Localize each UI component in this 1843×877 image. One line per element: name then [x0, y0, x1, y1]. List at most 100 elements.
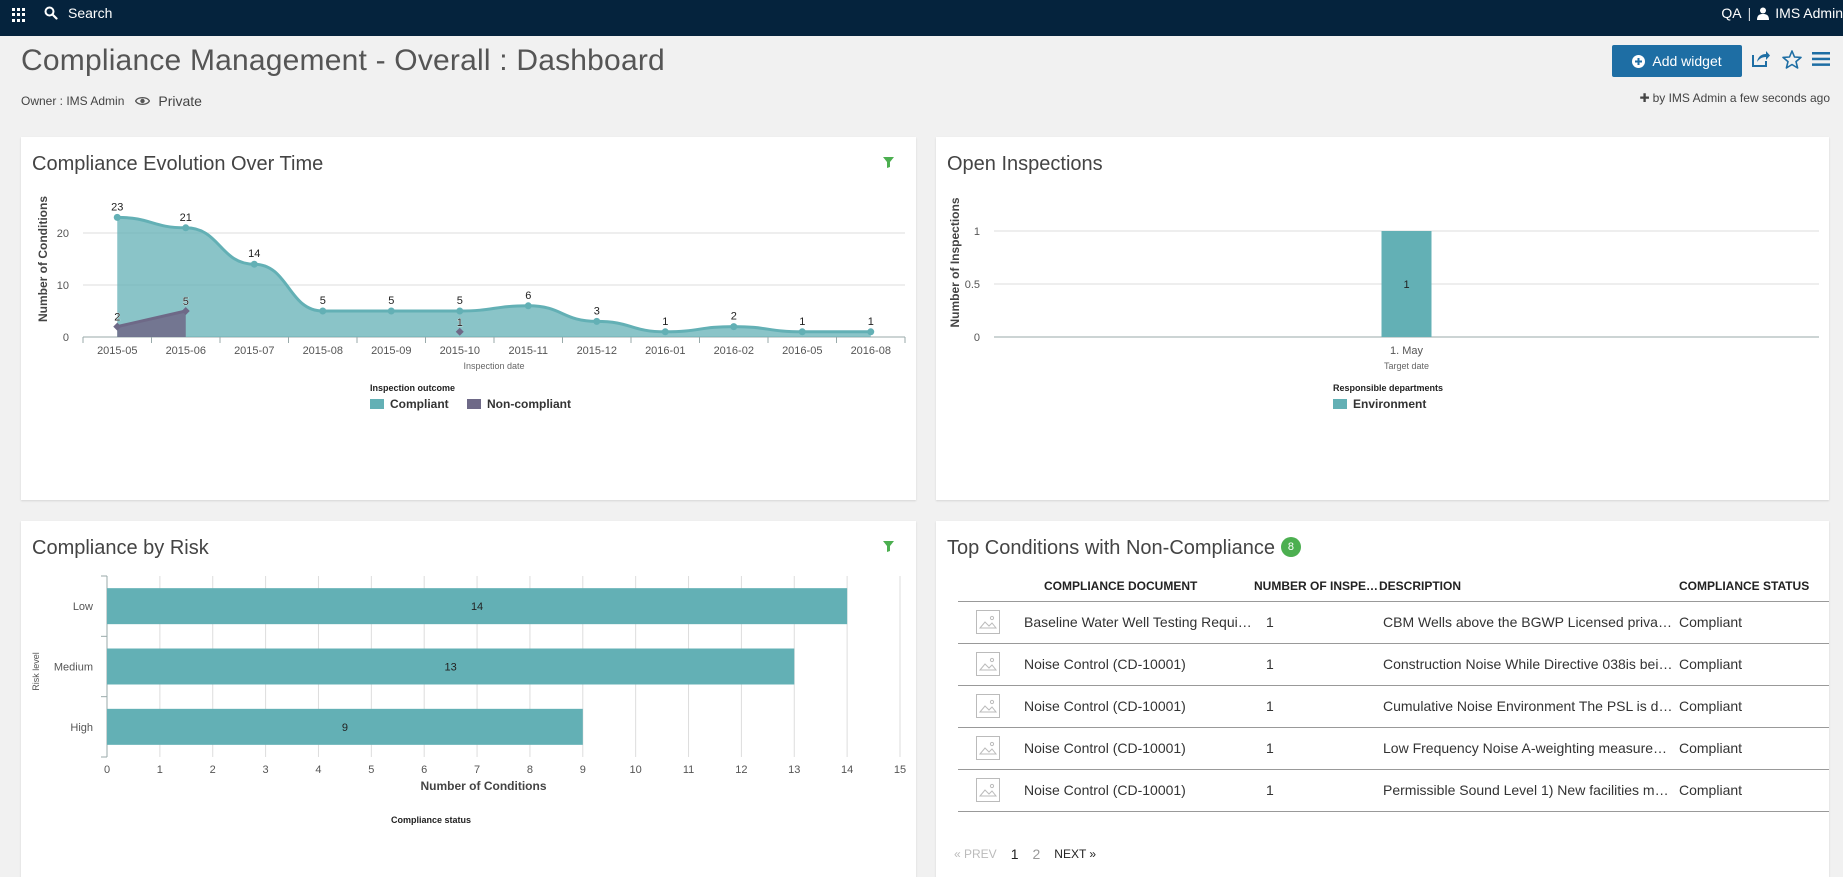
x-tick-label: 1. May [1390, 345, 1424, 357]
filter-icon[interactable] [883, 541, 894, 552]
star-icon[interactable] [1781, 48, 1803, 70]
data-point-noncompliant [455, 327, 464, 336]
y-tick-label: 30 [57, 187, 69, 188]
data-label: 2 [731, 311, 737, 323]
data-label: 1 [799, 316, 805, 328]
widget-title: Compliance by Risk [32, 537, 209, 559]
x-tick-label: 2 [210, 764, 216, 776]
y-tick-label: Low [73, 601, 93, 613]
document-cell: Baseline Water Well Testing Requirements [1024, 601, 1254, 644]
pagination: « PREV 1 2 NEXT » [954, 846, 1096, 862]
data-label: 1 [1403, 279, 1409, 291]
x-tick-label: 3 [263, 764, 269, 776]
legend-title: Compliance status [391, 815, 471, 825]
environment-label[interactable]: QA [1721, 5, 1742, 21]
count-cell: 1 [1254, 643, 1379, 686]
top-conditions-widget: Top Conditions with Non-Compliance 8 COMP… [936, 521, 1829, 877]
app-grid-icon[interactable] [12, 8, 26, 22]
search-input[interactable]: Search [68, 5, 113, 21]
x-tick-label: 4 [315, 764, 321, 776]
thumbnail-cell [958, 685, 1024, 728]
status-cell: Compliant [1679, 685, 1829, 728]
legend-swatch-noncompliant [467, 399, 481, 409]
data-label: 1 [457, 317, 463, 329]
image-placeholder-icon [976, 736, 1000, 760]
table-row[interactable]: Noise Control (CD-10001) 1 Permissible Sou… [958, 769, 1829, 812]
share-icon[interactable] [1750, 48, 1772, 70]
page-1-button[interactable]: 1 [1010, 846, 1019, 862]
conditions-table: COMPLIANCE DOCUMENT NUMBER OF INSPECTION… [958, 571, 1829, 812]
data-point-compliant [456, 307, 464, 315]
x-tick-label: 2015-08 [303, 345, 343, 357]
x-tick-label: 2015-10 [440, 345, 480, 357]
x-tick-label: 2015-09 [371, 345, 411, 357]
table-row[interactable]: Baseline Water Well Testing Requirements… [958, 601, 1829, 644]
y-tick-label: 0.5 [965, 279, 980, 291]
page-2-button[interactable]: 2 [1032, 846, 1041, 862]
table-row[interactable]: Noise Control (CD-10001) 1 Low Frequency N… [958, 727, 1829, 770]
data-label: 5 [183, 296, 189, 308]
y-tick-label: Medium [54, 662, 93, 674]
table-row[interactable]: Noise Control (CD-10001) 1 Construction No… [958, 643, 1829, 686]
status-cell: Compliant [1679, 601, 1829, 644]
filter-icon[interactable] [883, 157, 894, 168]
prev-page-button[interactable]: « PREV [954, 847, 997, 861]
document-cell: Noise Control (CD-10001) [1024, 727, 1254, 770]
data-label: 2 [114, 312, 120, 324]
user-menu[interactable]: IMS Admin [1775, 5, 1843, 21]
menu-icon[interactable] [1810, 48, 1832, 70]
data-label: 13 [445, 662, 457, 674]
image-placeholder-icon [976, 610, 1000, 634]
compliance-evolution-widget: Compliance Evolution Over Time 0 10 20 30 Nu… [21, 137, 916, 500]
search-icon[interactable] [44, 6, 58, 20]
data-point-noncompliant [181, 307, 190, 315]
data-label: 9 [342, 722, 348, 734]
data-point-compliant [250, 260, 258, 268]
description-cell: Construction Noise While Directive 038is… [1379, 643, 1679, 686]
data-point-compliant [113, 213, 121, 221]
legend-swatch-compliant [370, 399, 384, 409]
table-row[interactable]: Noise Control (CD-10001) 1 Cumulative Nois… [958, 685, 1829, 728]
eye-icon [135, 96, 151, 106]
page-title: Compliance Management - Overall : Dashbo… [21, 44, 665, 77]
x-tick-label: 8 [527, 764, 533, 776]
legend-title: Inspection outcome [370, 383, 455, 393]
evolution-chart: 0 10 20 30 Number of Conditions 2015-05 2015-0… [36, 187, 906, 411]
add-widget-button[interactable]: Add widget [1612, 45, 1742, 77]
count-cell: 1 [1254, 769, 1379, 812]
data-label: 3 [594, 305, 600, 317]
count-badge: 8 [1280, 536, 1301, 557]
column-header[interactable]: NUMBER OF INSPECTIONS [1254, 571, 1379, 602]
x-tick-label: 2016-02 [714, 345, 754, 357]
data-point-noncompliant [113, 322, 122, 331]
status-cell: Compliant [1679, 727, 1829, 770]
legend-label: Non-compliant [487, 397, 571, 411]
column-header[interactable]: COMPLIANCE DOCUMENT [1024, 571, 1254, 602]
data-label: 14 [471, 601, 483, 613]
legend-label: Environment [1353, 397, 1426, 411]
x-tick-label: 10 [630, 764, 642, 776]
column-header[interactable]: COMPLIANCE STATUS [1679, 571, 1829, 602]
x-tick-label: 2015-12 [577, 345, 617, 357]
legend-label: Compliant [390, 397, 449, 411]
x-tick-label: 1 [157, 764, 163, 776]
data-point-compliant [182, 224, 190, 232]
bar-risk [107, 708, 583, 745]
image-placeholder-icon [976, 652, 1000, 676]
column-header[interactable]: DESCRIPTION [1379, 571, 1679, 602]
bar-risk [107, 588, 848, 625]
x-tick-label: 11 [683, 764, 694, 776]
data-point-compliant [387, 307, 395, 315]
status-cell: Compliant [1679, 643, 1829, 686]
y-tick-label: 1 [974, 226, 980, 238]
next-page-button[interactable]: NEXT » [1054, 847, 1097, 861]
series-area-compliant [117, 217, 871, 337]
legend-swatch-environment [1333, 399, 1347, 409]
plus-icon: ✚ [1639, 91, 1650, 105]
visibility-label: Private [158, 93, 202, 109]
y-tick-label: 20 [57, 228, 69, 240]
x-tick-label: 2015-06 [166, 345, 206, 357]
widget-title: Open Inspections [947, 153, 1103, 175]
